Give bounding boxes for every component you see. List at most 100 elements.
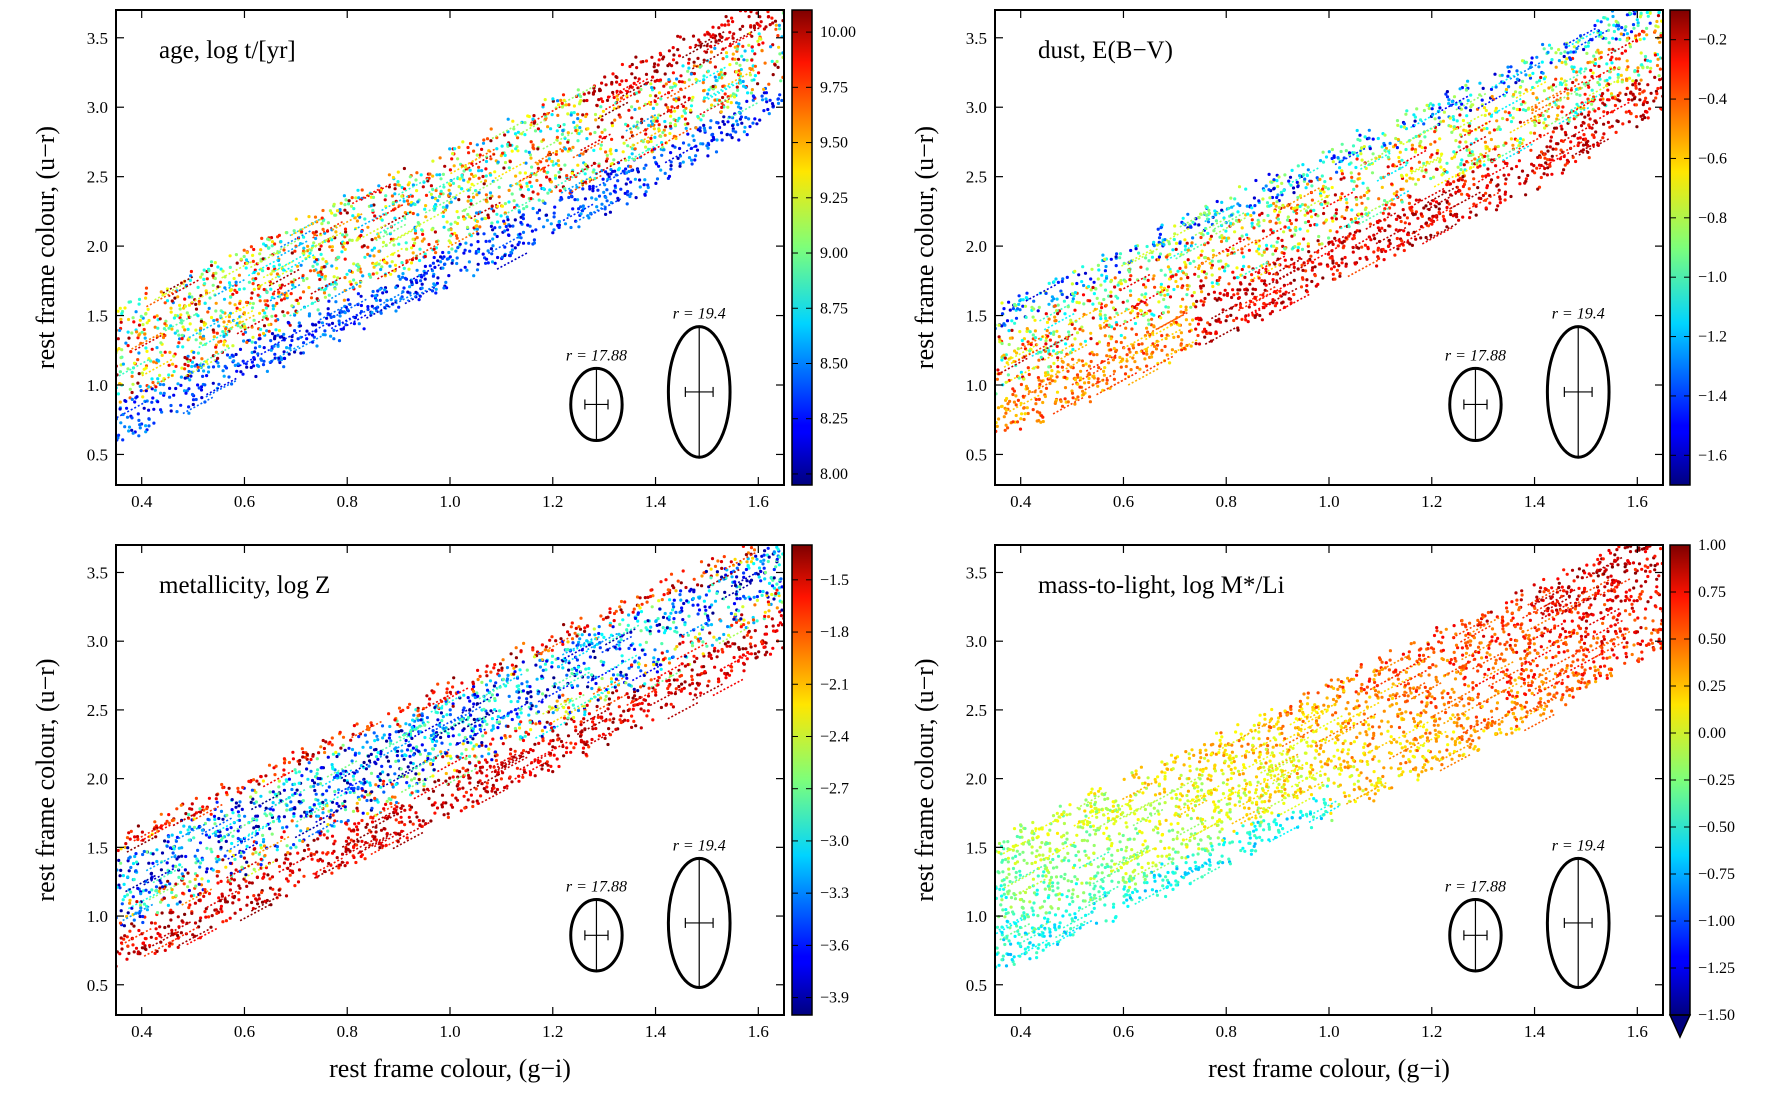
scatter-point (142, 327, 146, 332)
scatter-point (1610, 124, 1614, 128)
scatter-point (459, 268, 463, 272)
scatter-point (1356, 177, 1360, 181)
scatter-point (1210, 259, 1214, 263)
scatter-point (1078, 327, 1082, 331)
track-streak (625, 113, 657, 132)
scatter-point (1450, 100, 1454, 104)
scatter-point (1003, 428, 1007, 432)
scatter-point (633, 76, 637, 80)
scatter-point (262, 359, 266, 363)
track-streak (290, 217, 323, 237)
scatter-point (713, 75, 717, 79)
scatter-point (137, 323, 142, 327)
scatter-point (1103, 334, 1107, 338)
scatter-point (1102, 373, 1106, 377)
scatter-point (719, 131, 724, 135)
scatter-point (714, 78, 718, 83)
scatter-point (634, 91, 639, 95)
scatter-point (145, 349, 149, 353)
track-streak (250, 249, 282, 269)
scatter-point (1252, 211, 1256, 215)
scatter-point (163, 350, 167, 354)
scatter-point (1264, 283, 1268, 287)
scatter-point (518, 232, 522, 236)
scatter-point (1446, 180, 1450, 184)
scatter-point (1649, 66, 1653, 70)
scatter-point (377, 262, 381, 266)
scatter-point (1579, 67, 1583, 71)
scatter-point (1188, 322, 1192, 326)
scatter-point (608, 210, 613, 214)
track-streak (214, 278, 246, 297)
track-streak (381, 229, 414, 248)
scatter-point (614, 148, 618, 153)
scatter-point (1287, 226, 1291, 230)
scatter-point (1303, 213, 1307, 217)
scatter-point (491, 244, 495, 248)
scatter-point (1212, 290, 1216, 294)
scatter-point (173, 313, 178, 318)
scatter-point (116, 337, 120, 341)
scatter-point (717, 98, 722, 102)
scatter-point (432, 255, 436, 260)
scatter-point (705, 44, 709, 48)
scatter-point (1140, 293, 1144, 297)
scatter-point (489, 173, 493, 177)
scatter-point (424, 215, 428, 219)
scatter-point (711, 135, 716, 139)
scatter-point (1269, 228, 1273, 232)
scatter-point (333, 213, 337, 217)
scatter-point (1438, 137, 1442, 141)
scatter-point (393, 187, 397, 191)
scatter-point (315, 344, 319, 348)
scatter-point (1641, 113, 1645, 117)
scatter-point (321, 208, 325, 213)
scatter-point (1635, 125, 1639, 129)
scatter-point (537, 198, 541, 202)
scatter-point (599, 114, 603, 118)
scatter-point (1019, 382, 1024, 387)
scatter-point (1268, 196, 1272, 200)
scatter-point (736, 44, 740, 49)
scatter-point (578, 153, 582, 158)
scatter-point (1195, 299, 1199, 303)
scatter-point (1518, 182, 1522, 186)
scatter-point (229, 295, 233, 299)
scatter-point (181, 325, 185, 329)
scatter-point (1373, 237, 1377, 241)
scatter-point (1167, 242, 1171, 246)
scatter-point (1464, 106, 1468, 110)
scatter-point (1455, 119, 1459, 123)
scatter-point (646, 185, 650, 190)
scatter-point (1052, 280, 1056, 284)
scatter-point (172, 354, 176, 358)
scatter-point (1089, 288, 1093, 292)
scatter-point (269, 348, 273, 352)
scatter-point (259, 248, 263, 252)
scatter-point (575, 185, 579, 189)
scatter-point (1587, 110, 1591, 114)
scatter-point (619, 96, 624, 100)
scatter-point (1360, 212, 1364, 216)
scatter-point (375, 271, 379, 275)
scatter-point (436, 199, 440, 203)
scatter-point (242, 254, 246, 259)
scatter-point (469, 202, 473, 206)
scatter-point (1131, 356, 1135, 360)
scatter-point (1186, 212, 1190, 216)
scatter-point (293, 249, 297, 253)
scatter-point (745, 58, 749, 62)
scatter-point (1183, 238, 1187, 242)
scatter-point (415, 236, 419, 240)
scatter-point (579, 212, 583, 216)
scatter-point (147, 318, 151, 323)
scatter-point (137, 333, 141, 337)
scatter-point (1186, 258, 1190, 262)
scatter-point (1201, 330, 1205, 334)
scatter-point (174, 364, 178, 368)
track-streak (118, 358, 151, 377)
scatter-point (1236, 292, 1240, 296)
scatter-point (768, 98, 772, 102)
scatter-point (1393, 253, 1397, 257)
scatter-point (374, 298, 379, 302)
